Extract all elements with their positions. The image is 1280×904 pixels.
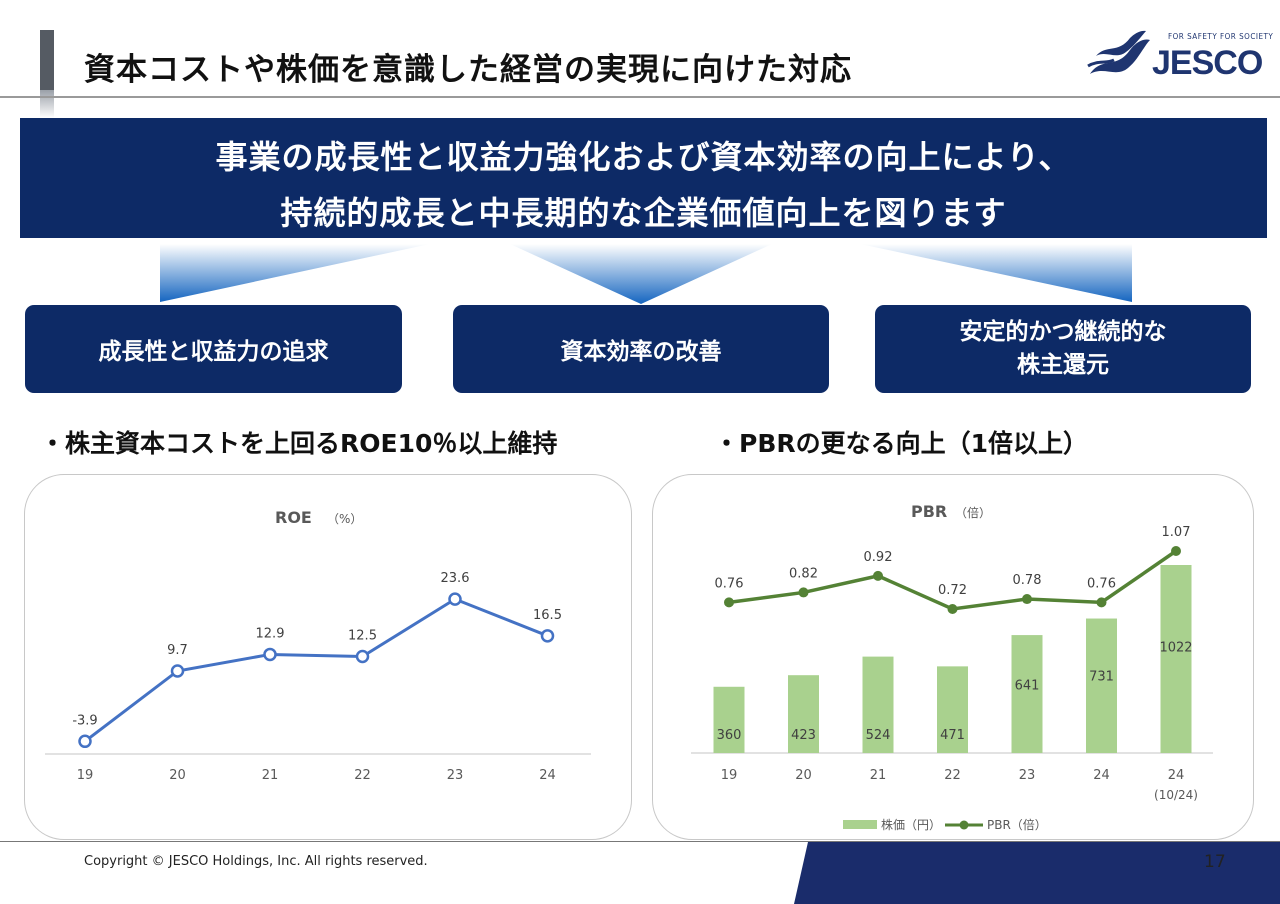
pillar-shareholder-return-line-2: 株主還元 [1017, 352, 1109, 378]
pbr-point [798, 587, 809, 598]
title-accent-fade [40, 90, 54, 118]
stock-price-bar [937, 666, 968, 753]
roe-point [263, 647, 277, 662]
funnel-connector [160, 244, 1132, 304]
pbr-x-tick-sublabel: (10/24) [1154, 788, 1198, 802]
roe-point [540, 629, 555, 643]
stock-price-label: 1022 [1159, 640, 1192, 655]
roe-x-tick-label: 21 [262, 768, 279, 783]
roe-data-label: 12.9 [256, 626, 285, 641]
pbr-x-tick-label: 24 [1093, 768, 1110, 783]
pillar-shareholder-return-line-1: 安定的かつ継続的な [959, 319, 1167, 345]
stock-price-bar [1160, 565, 1192, 753]
stock-price-label: 471 [940, 728, 965, 743]
footer-divider [0, 841, 1280, 842]
pbr-chart-title: PBR [911, 502, 947, 521]
pillar-shareholder-return: 安定的かつ継続的な 株主還元 [875, 305, 1251, 393]
pbr-data-label: 0.72 [938, 583, 967, 598]
pbr-data-label: 0.76 [715, 576, 744, 591]
wave-logo-icon [1087, 30, 1150, 74]
roe-x-tick-label: 24 [539, 768, 556, 783]
legend-bar-swatch [843, 820, 877, 829]
pbr-x-tick-label: 20 [795, 768, 812, 783]
stock-price-bar [1086, 618, 1117, 753]
vision-banner: 事業の成長性と収益力強化および資本効率の向上により、 持続的成長と中長期的な企業… [20, 118, 1267, 238]
banner-line-1: 事業の成長性と収益力強化および資本効率の向上により、 [215, 138, 1072, 176]
legend-line-label: PBR（倍） [987, 817, 1047, 832]
pbr-data-label: 0.82 [789, 566, 818, 581]
footer-band [794, 842, 1280, 904]
roe-bullet: ・株主資本コストを上回るROE10％以上維持 [40, 429, 558, 458]
roe-series-line [84, 597, 549, 743]
title-divider [0, 96, 1280, 98]
pillar-capital-efficiency-label: 資本効率の改善 [560, 339, 722, 365]
title-accent-bar [40, 30, 54, 90]
stock-price-label: 641 [1015, 678, 1040, 693]
pbr-x-tick-label: 24 [1168, 768, 1185, 783]
pbr-point [1022, 594, 1032, 605]
pbr-chart-unit: （倍） [955, 505, 991, 520]
pbr-x-tick-label: 21 [870, 768, 887, 783]
pbr-point [873, 570, 883, 581]
pbr-data-label: 0.92 [864, 550, 893, 565]
roe-chart-title: ROE [275, 508, 312, 527]
pbr-x-tick-label: 19 [721, 768, 738, 783]
stock-price-label: 524 [866, 728, 891, 743]
pbr-chart-panel: PBR （倍） 360 19 423 20 524 21 471 22 641 23 731 24 1022… [652, 474, 1254, 840]
roe-x-tick-label: 19 [77, 768, 94, 783]
legend-line-marker [959, 820, 969, 830]
stock-price-label: 731 [1089, 669, 1114, 684]
roe-data-label: 9.7 [167, 643, 188, 658]
roe-point [78, 734, 92, 749]
pbr-point [724, 597, 734, 608]
roe-chart-unit: （%） [327, 512, 362, 526]
pillar-growth: 成長性と収益力の追求 [25, 305, 402, 393]
pbr-data-label: 0.76 [1087, 576, 1116, 591]
stock-price-bar [788, 675, 819, 753]
page-number: 17 [1204, 852, 1226, 872]
roe-data-label: 12.5 [348, 629, 377, 644]
page-title: 資本コストや株価を意識した経営の実現に向けた対応 [84, 52, 852, 88]
stock-price-bar [713, 686, 745, 753]
pbr-bullet: ・PBRの更なる向上（1倍以上） [714, 429, 1089, 458]
pbr-data-label: 0.78 [1013, 573, 1042, 588]
roe-data-label: 16.5 [533, 608, 562, 623]
roe-data-label: -3.9 [72, 713, 97, 728]
logo-wordmark: JESCO [1152, 44, 1263, 82]
jesco-logo: FOR SAFETY FOR SOCIETY JESCO [1086, 26, 1273, 86]
stock-price-label: 360 [717, 728, 742, 743]
roe-chart-panel: ROE （%） -3.9 19 9.7 20 12.9 21 12.5 22 23.6 23 16.5 2… [24, 474, 632, 840]
roe-x-tick-label: 20 [169, 768, 186, 783]
copyright-text: Copyright © JESCO Holdings, Inc. All rig… [84, 854, 428, 869]
roe-x-tick-label: 22 [354, 768, 371, 783]
pbr-data-label: 1.07 [1162, 525, 1191, 540]
banner-line-2: 持続的成長と中長期的な企業価値向上を図ります [280, 194, 1007, 232]
pbr-point [1171, 546, 1181, 556]
roe-x-tick-label: 23 [447, 768, 464, 783]
roe-data-label: 23.6 [441, 571, 470, 586]
logo-tagline: FOR SAFETY FOR SOCIETY [1168, 32, 1274, 41]
pbr-chart: PBR （倍）3601942320524214712264123731241022… [691, 502, 1213, 832]
pbr-point [1096, 597, 1107, 608]
roe-chart: ROE （%） -3.9 19 9.7 20 12.9 21 12.5 22 23.6 23 16.5 2… [45, 508, 591, 783]
roe-point [448, 592, 462, 606]
roe-point [170, 664, 185, 678]
pbr-x-tick-label: 22 [944, 768, 961, 783]
pbr-point [947, 604, 958, 614]
legend-bar-label: 株価（円） [881, 817, 941, 832]
pillar-growth-label: 成長性と収益力の追求 [98, 339, 329, 365]
stock-price-label: 423 [791, 728, 816, 743]
roe-point [355, 649, 370, 664]
stock-price-bar [1011, 635, 1043, 753]
pbr-x-tick-label: 23 [1019, 768, 1036, 783]
pillar-capital-efficiency: 資本効率の改善 [453, 305, 829, 393]
stock-price-bar [862, 656, 894, 753]
